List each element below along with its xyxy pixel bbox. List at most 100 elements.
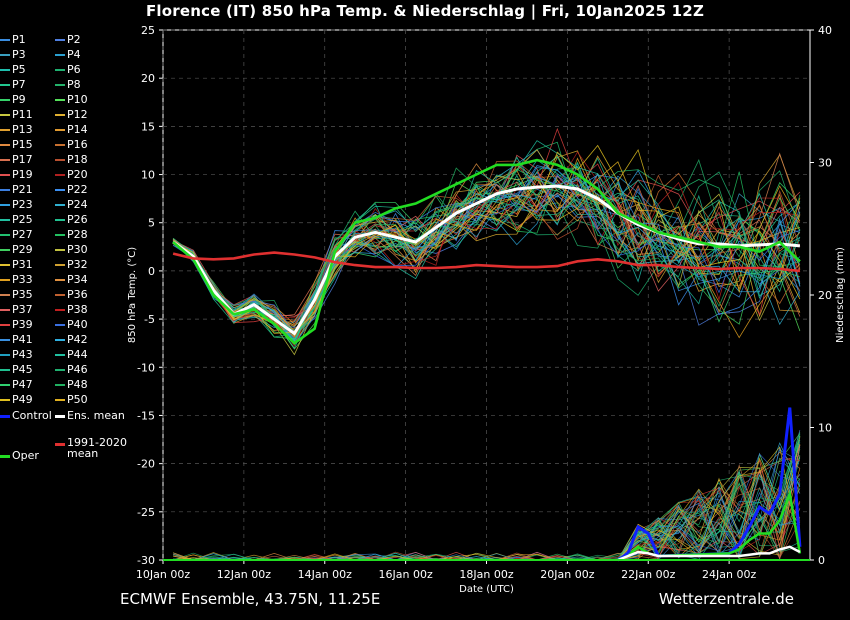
legend-swatch bbox=[55, 114, 65, 116]
legend-swatch bbox=[0, 114, 10, 116]
legend-item-p29: P29 bbox=[0, 243, 33, 256]
legend-item-p7: P7 bbox=[0, 78, 26, 91]
legend-swatch bbox=[55, 339, 65, 341]
legend-item-p34: P34 bbox=[55, 273, 88, 286]
legend-item-p22: P22 bbox=[55, 183, 88, 196]
legend-swatch bbox=[0, 249, 10, 251]
legend-item-p36: P36 bbox=[55, 288, 88, 301]
legend-item-p37: P37 bbox=[0, 303, 33, 316]
x-tick-label: 12Jan 00z bbox=[217, 568, 271, 581]
legend-swatch bbox=[55, 294, 65, 296]
legend-label: P28 bbox=[67, 228, 88, 241]
legend-item-p13: P13 bbox=[0, 123, 33, 136]
y2-tick-label: 10 bbox=[818, 422, 832, 435]
legend-swatch bbox=[55, 279, 65, 281]
legend-item-p50: P50 bbox=[55, 393, 88, 406]
series-ens-mean bbox=[172, 184, 801, 336]
legend-item-p40: P40 bbox=[55, 318, 88, 331]
legend-label: P42 bbox=[67, 333, 88, 346]
legend-swatch bbox=[0, 264, 10, 266]
y2-tick-label: 40 bbox=[818, 24, 832, 37]
x-tick-label: 20Jan 00z bbox=[540, 568, 594, 581]
legend-label: P16 bbox=[67, 138, 88, 151]
legend-label: P35 bbox=[12, 288, 33, 301]
legend-item-p4: P4 bbox=[55, 48, 81, 61]
legend-label: P29 bbox=[12, 243, 33, 256]
x-tick-label: 18Jan 00z bbox=[459, 568, 513, 581]
legend-swatch bbox=[0, 219, 10, 221]
legend-swatch bbox=[55, 324, 65, 326]
member-line-P29 bbox=[172, 180, 801, 336]
legend-label: P27 bbox=[12, 228, 33, 241]
legend-swatch bbox=[0, 279, 10, 281]
legend-label: P1 bbox=[12, 33, 26, 46]
legend-swatch bbox=[0, 414, 10, 418]
legend-swatch bbox=[0, 144, 10, 146]
legend-label: P45 bbox=[12, 363, 33, 376]
legend-swatch bbox=[0, 324, 10, 326]
legend-swatch bbox=[55, 159, 65, 161]
legend-item-p33: P33 bbox=[0, 273, 33, 286]
legend-swatch bbox=[0, 234, 10, 236]
footer-source: Wetterzentrale.de bbox=[658, 590, 794, 608]
legend-label: P6 bbox=[67, 63, 81, 76]
legend-item-p48: P48 bbox=[55, 378, 88, 391]
legend-label: P46 bbox=[67, 363, 88, 376]
y2-tick-label: 30 bbox=[818, 157, 832, 170]
x-tick-label: 16Jan 00z bbox=[379, 568, 433, 581]
legend-item-p20: P20 bbox=[55, 168, 88, 181]
y2-tick-label: 20 bbox=[818, 289, 832, 302]
legend-label: P14 bbox=[67, 123, 88, 136]
legend-item-p8: P8 bbox=[55, 78, 81, 91]
legend-swatch bbox=[55, 384, 65, 386]
legend-item-p47: P47 bbox=[0, 378, 33, 391]
member-line-P44 bbox=[172, 140, 801, 342]
legend-swatch bbox=[0, 54, 10, 56]
legend-swatch bbox=[0, 84, 10, 86]
legend-swatch bbox=[55, 442, 65, 446]
legend-label: P13 bbox=[12, 123, 33, 136]
legend-swatch bbox=[55, 144, 65, 146]
y-tick-label: -30 bbox=[137, 554, 155, 567]
legend-label: P24 bbox=[67, 198, 88, 211]
legend-item-p5: P5 bbox=[0, 63, 26, 76]
legend-item-p46: P46 bbox=[55, 363, 88, 376]
legend-swatch bbox=[55, 219, 65, 221]
legend-label: P22 bbox=[67, 183, 88, 196]
legend-item-oper: Oper bbox=[0, 449, 39, 462]
legend-item-p6: P6 bbox=[55, 63, 81, 76]
legend-item-p11: P11 bbox=[0, 108, 33, 121]
legend-label: P12 bbox=[67, 108, 88, 121]
legend-label: P19 bbox=[12, 168, 33, 181]
legend-swatch bbox=[55, 414, 65, 418]
legend-swatch bbox=[0, 454, 10, 458]
legend-item-p25: P25 bbox=[0, 213, 33, 226]
legend-label: P47 bbox=[12, 378, 33, 391]
legend-item-p12: P12 bbox=[55, 108, 88, 121]
legend-item-p15: P15 bbox=[0, 138, 33, 151]
y2-axis-label: Niederschlag (mm) bbox=[835, 247, 846, 343]
member-line-P50 bbox=[172, 161, 801, 332]
member-line-P40 bbox=[172, 174, 801, 333]
legend-swatch bbox=[55, 369, 65, 371]
legend-label: P31 bbox=[12, 258, 33, 271]
legend-label: P37 bbox=[12, 303, 33, 316]
legend-label: P10 bbox=[67, 93, 88, 106]
legend-swatch bbox=[55, 174, 65, 176]
member-line-P49 bbox=[172, 144, 801, 334]
legend-swatch bbox=[55, 189, 65, 191]
y2-tick-label: 0 bbox=[818, 554, 825, 567]
legend-item-1991-2020-mean: 1991-2020 mean bbox=[55, 437, 127, 459]
legend-item-p31: P31 bbox=[0, 258, 33, 271]
series-1991-2020-mean bbox=[172, 251, 801, 273]
legend-swatch bbox=[55, 234, 65, 236]
legend-label: P39 bbox=[12, 318, 33, 331]
legend-item-p41: P41 bbox=[0, 333, 33, 346]
legend-label: P23 bbox=[12, 198, 33, 211]
legend-item-p27: P27 bbox=[0, 228, 33, 241]
legend-swatch bbox=[55, 54, 65, 56]
legend-label: Control bbox=[12, 409, 52, 422]
legend-swatch bbox=[55, 264, 65, 266]
